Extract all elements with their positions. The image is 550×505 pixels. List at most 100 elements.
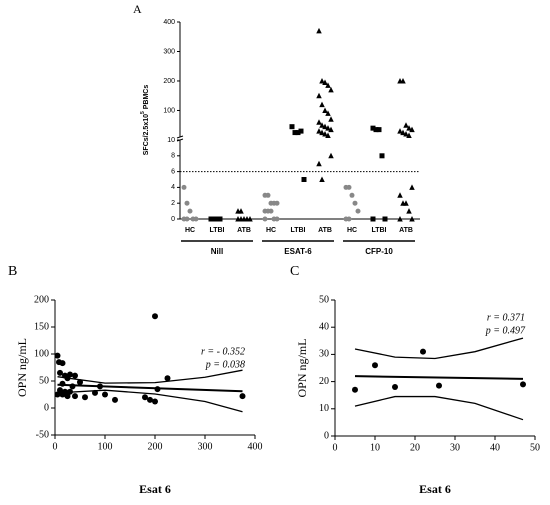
point xyxy=(92,389,98,396)
marker xyxy=(370,125,376,131)
marker xyxy=(262,216,268,222)
x-tick-label: 0 xyxy=(333,442,338,453)
marker xyxy=(319,77,325,84)
category-label: LTBI xyxy=(209,227,224,234)
marker xyxy=(403,122,409,128)
marker xyxy=(406,208,412,214)
marker xyxy=(400,129,406,136)
annotation: p = 0.038 xyxy=(205,359,245,370)
marker xyxy=(292,130,298,136)
marker xyxy=(409,216,415,222)
point xyxy=(82,394,88,401)
axis-break xyxy=(176,135,184,139)
marker xyxy=(289,124,295,130)
marker xyxy=(409,126,415,133)
marker xyxy=(319,122,325,128)
y-tick-label: 10 xyxy=(319,403,329,414)
point xyxy=(152,398,158,405)
category-label: ATB xyxy=(237,227,251,234)
marker xyxy=(319,129,325,136)
y-axis-label: SFCs/2.5x105 PBMCs xyxy=(140,85,150,156)
marker xyxy=(319,101,325,108)
annotation: r = - 0.352 xyxy=(201,346,245,357)
group-label: Nill xyxy=(211,247,223,256)
marker xyxy=(265,192,271,198)
group-label: CFP-10 xyxy=(365,247,393,256)
marker xyxy=(193,216,199,222)
category-label: LTBI xyxy=(371,227,386,234)
point xyxy=(154,386,161,393)
marker xyxy=(325,82,331,88)
marker xyxy=(406,132,412,139)
marker xyxy=(208,216,214,222)
y-tick-label: 0 xyxy=(324,430,329,441)
marker xyxy=(322,131,328,137)
confidence-band xyxy=(354,337,524,360)
regression-line xyxy=(354,375,524,380)
x-axis-label: Esat 6 xyxy=(139,482,171,496)
y-tick-label: 40 xyxy=(319,321,329,332)
marker xyxy=(397,216,403,222)
point xyxy=(69,383,76,390)
confidence-band xyxy=(57,389,243,413)
y-tick-label: 4 xyxy=(171,184,175,191)
point xyxy=(72,372,78,379)
point xyxy=(420,348,426,355)
point xyxy=(54,391,61,398)
point xyxy=(520,381,526,388)
x-tick-label: 300 xyxy=(198,441,213,452)
panel-label: C xyxy=(290,264,299,279)
marker xyxy=(397,128,403,134)
marker xyxy=(403,131,409,137)
y-tick-label: 20 xyxy=(319,376,329,387)
point xyxy=(392,384,398,391)
y-tick-label: 2 xyxy=(171,200,175,207)
x-tick-label: 40 xyxy=(490,442,500,453)
marker xyxy=(316,160,322,167)
marker xyxy=(295,130,301,136)
marker xyxy=(346,184,352,190)
marker xyxy=(355,208,361,214)
category-label: HC xyxy=(347,227,357,234)
y-tick-label: 150 xyxy=(34,321,49,332)
point xyxy=(164,375,171,382)
point xyxy=(77,379,83,386)
y-tick-label: 0 xyxy=(44,402,49,413)
marker xyxy=(397,192,403,198)
y-label-sup: 5 xyxy=(140,111,146,114)
y-tick-label: -50 xyxy=(36,429,49,440)
point xyxy=(72,393,78,400)
point xyxy=(64,375,71,382)
point xyxy=(102,391,108,398)
marker xyxy=(325,110,331,116)
marker xyxy=(298,128,304,134)
marker xyxy=(211,216,217,222)
point xyxy=(372,362,378,369)
marker xyxy=(316,119,322,125)
marker xyxy=(316,92,322,99)
point xyxy=(64,393,71,400)
marker xyxy=(184,200,190,206)
x-tick-label: 30 xyxy=(450,442,460,453)
marker xyxy=(379,153,385,159)
group-label: ESAT-6 xyxy=(284,247,312,256)
marker xyxy=(403,200,409,206)
category-label: LTBI xyxy=(290,227,305,234)
point xyxy=(142,394,148,401)
category-label: HC xyxy=(185,227,195,234)
y-label-text: PBMCs xyxy=(143,85,150,112)
marker xyxy=(325,125,331,131)
y-tick-label: 50 xyxy=(39,375,49,386)
marker xyxy=(328,126,334,133)
x-tick-label: 100 xyxy=(98,441,113,452)
marker xyxy=(322,123,328,130)
marker xyxy=(406,125,412,131)
marker xyxy=(301,177,307,182)
marker xyxy=(328,116,334,122)
x-tick-label: 50 xyxy=(530,442,540,453)
point xyxy=(54,352,61,359)
y-tick-label: 10 xyxy=(167,137,175,144)
marker xyxy=(187,208,193,214)
category-label: ATB xyxy=(399,227,413,234)
